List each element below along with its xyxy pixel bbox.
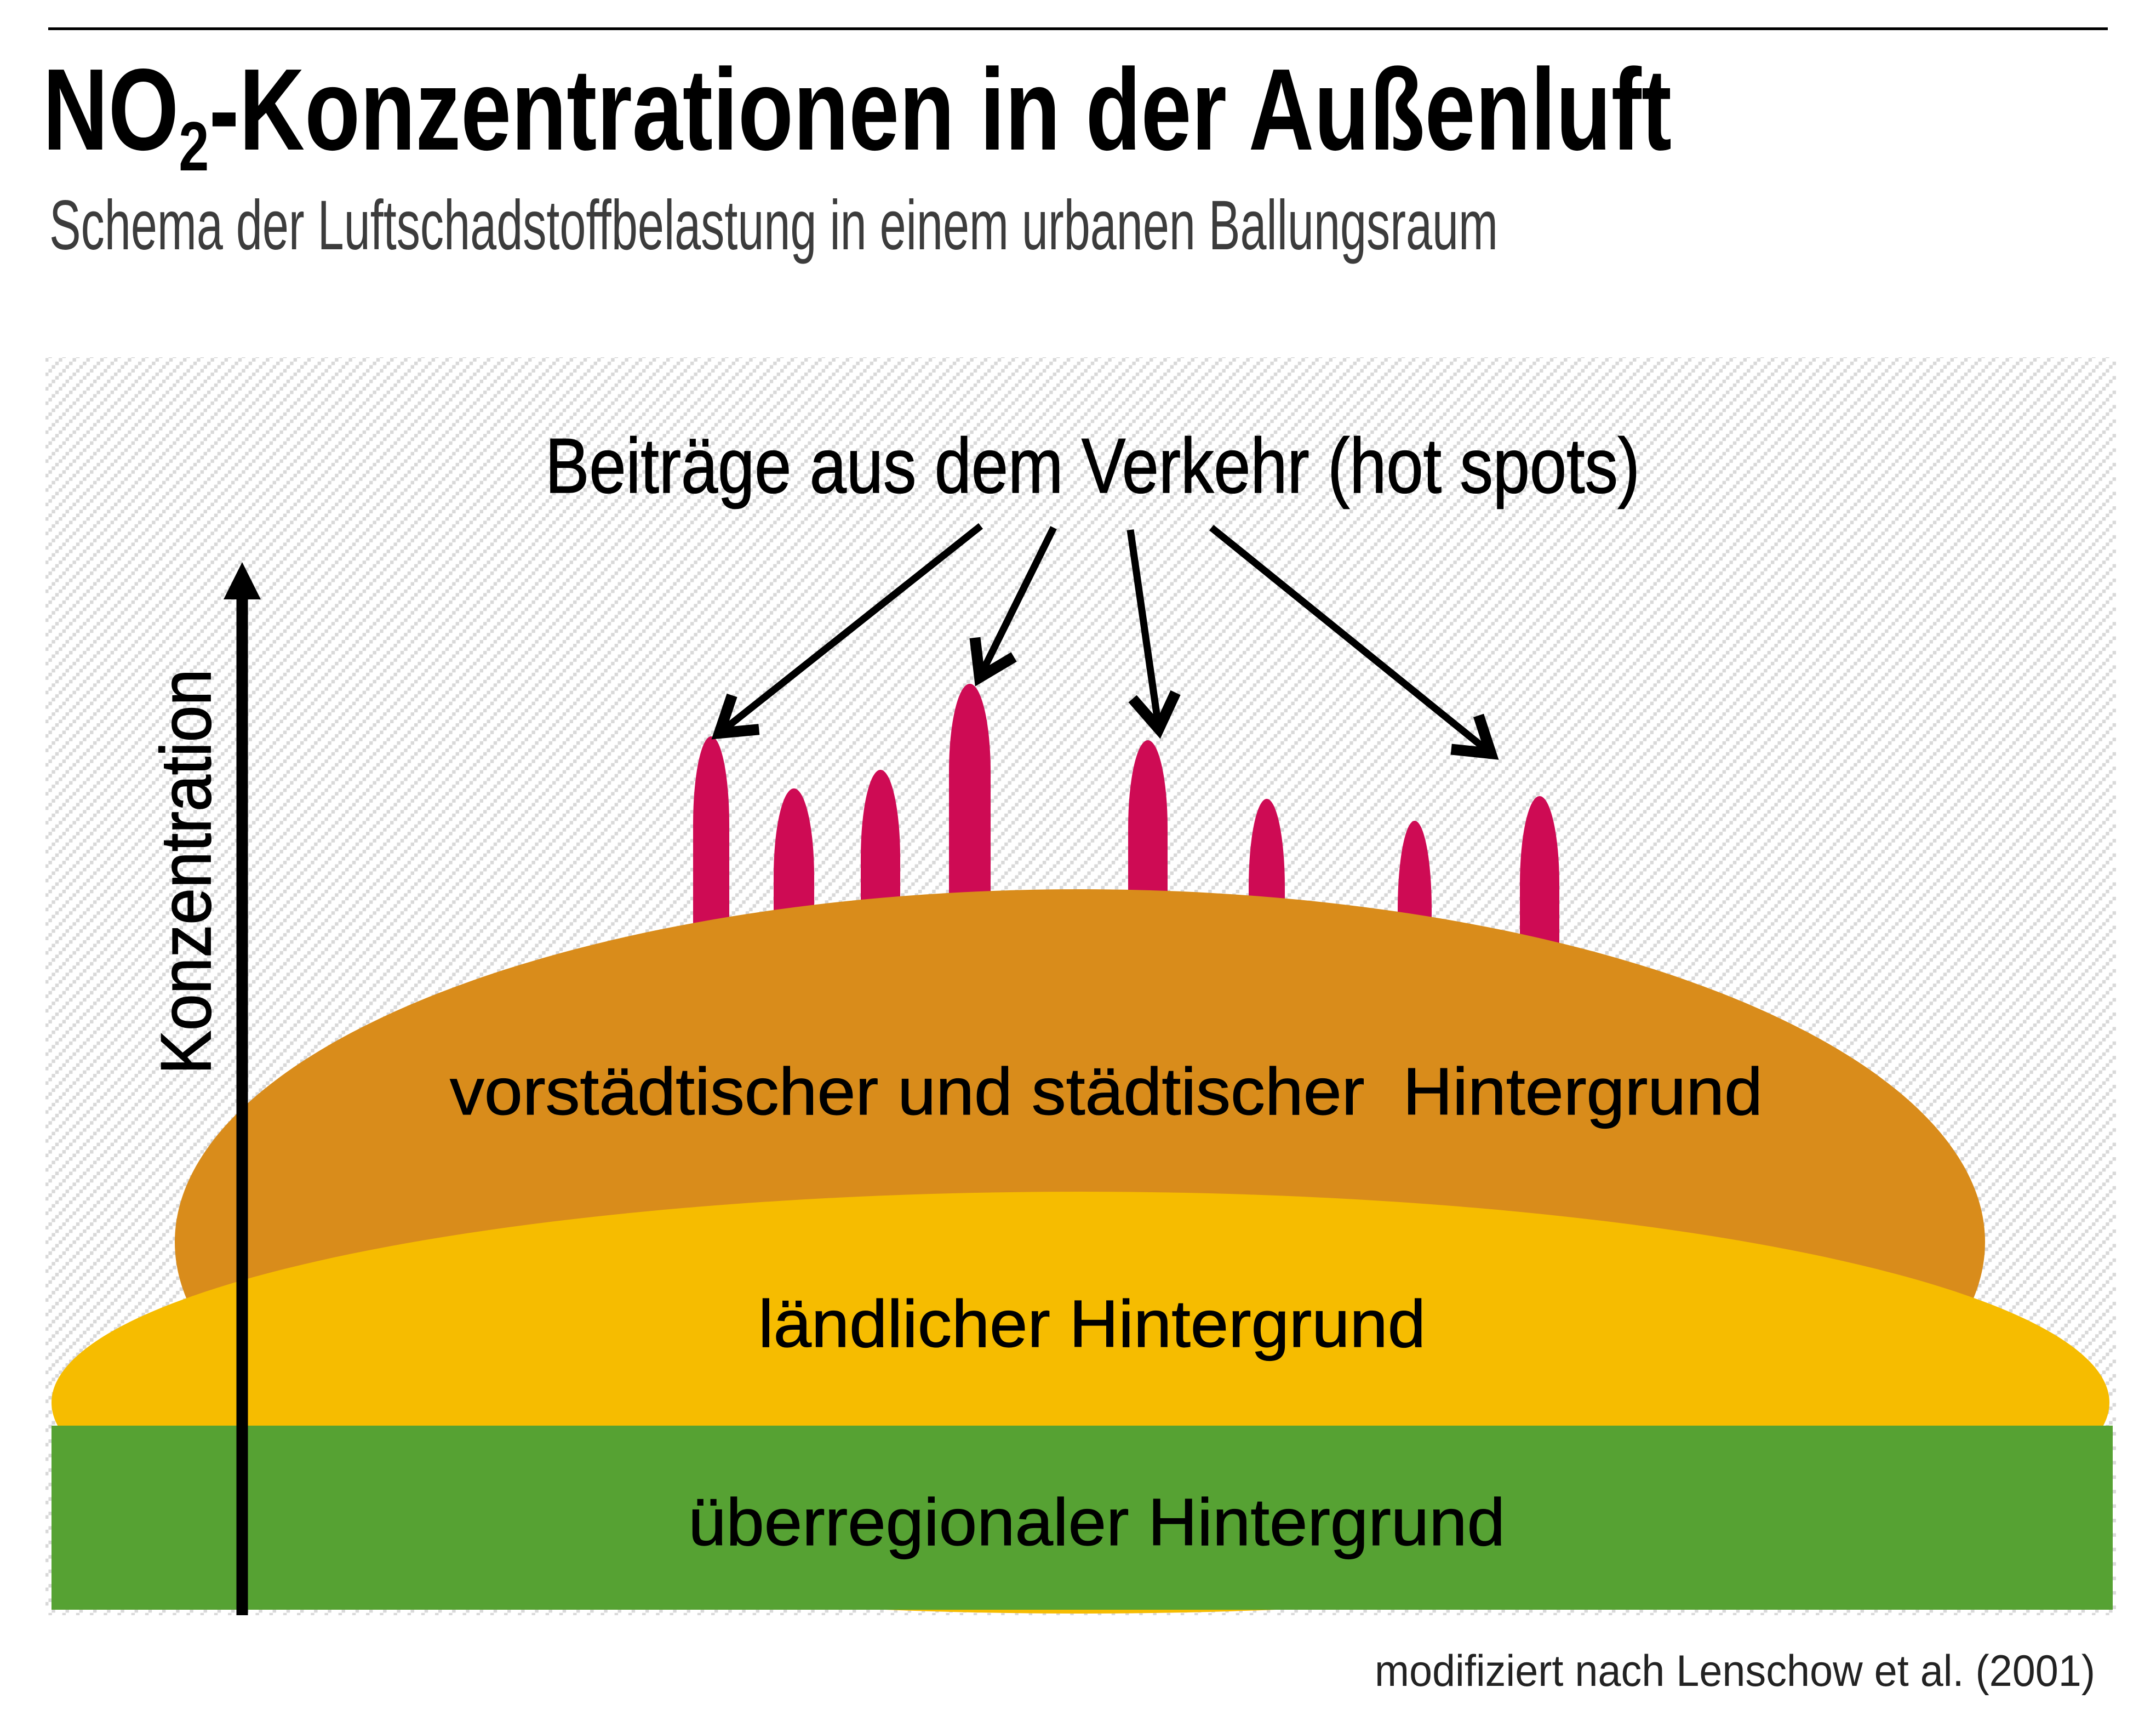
svg-text:ländlicher Hintergrund: ländlicher Hintergrund bbox=[758, 1286, 1426, 1361]
svg-text:NO2-Konzentrationen in der Auß: NO2-Konzentrationen in der Außenluft bbox=[43, 44, 1672, 185]
svg-text:Konzentration: Konzentration bbox=[146, 669, 226, 1074]
svg-text:überregionaler Hintergrund: überregionaler Hintergrund bbox=[688, 1485, 1505, 1559]
svg-text:modifiziert nach Lenschow et a: modifiziert nach Lenschow et al. (2001) bbox=[1375, 1646, 2095, 1696]
svg-text:Schema der Luftschadstoffbelas: Schema der Luftschadstoffbelastung in ei… bbox=[49, 186, 1498, 265]
svg-text:Beiträge aus dem Verkehr (hot: Beiträge aus dem Verkehr (hot spots) bbox=[545, 422, 1640, 510]
svg-text:vorstädtischer und städtischer: vorstädtischer und städtischer Hintergru… bbox=[450, 1054, 1763, 1129]
